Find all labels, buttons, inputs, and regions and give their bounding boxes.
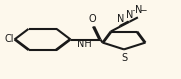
Text: N: N	[117, 14, 124, 24]
Text: ·: ·	[131, 5, 135, 18]
Text: S: S	[121, 53, 127, 63]
Text: N: N	[126, 10, 133, 20]
Text: N: N	[135, 5, 142, 15]
Text: Cl: Cl	[4, 35, 14, 44]
Text: O: O	[89, 14, 96, 24]
Text: NH: NH	[77, 39, 92, 49]
Text: −: −	[139, 5, 146, 14]
